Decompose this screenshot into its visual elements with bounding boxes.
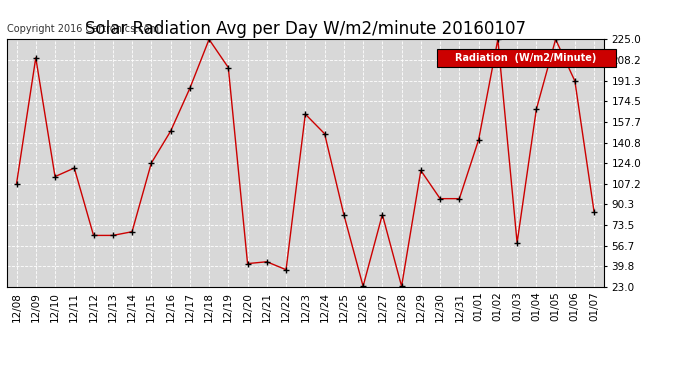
Text: Radiation  (W/m2/Minute): Radiation (W/m2/Minute): [455, 53, 597, 63]
Title: Solar Radiation Avg per Day W/m2/minute 20160107: Solar Radiation Avg per Day W/m2/minute …: [85, 20, 526, 38]
Text: Copyright 2016 Cartronics.com: Copyright 2016 Cartronics.com: [7, 24, 159, 34]
FancyBboxPatch shape: [437, 49, 615, 67]
